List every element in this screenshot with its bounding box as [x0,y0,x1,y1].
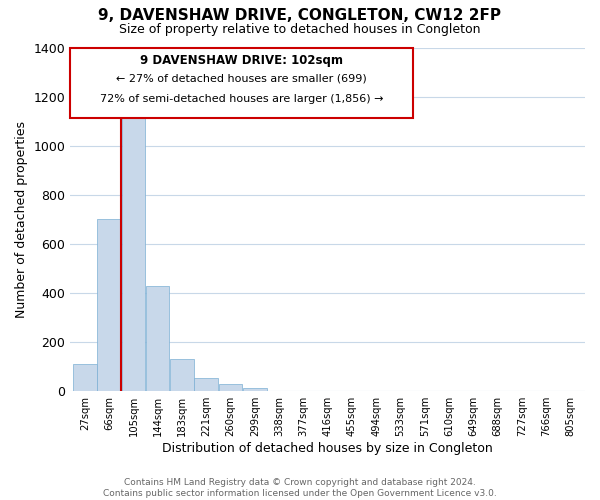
Text: 9, DAVENSHAW DRIVE, CONGLETON, CW12 2FP: 9, DAVENSHAW DRIVE, CONGLETON, CW12 2FP [98,8,502,22]
Bar [219,384,242,391]
Text: 9 DAVENSHAW DRIVE: 102sqm: 9 DAVENSHAW DRIVE: 102sqm [140,54,343,68]
Bar [97,220,121,391]
Y-axis label: Number of detached properties: Number of detached properties [15,121,28,318]
X-axis label: Distribution of detached houses by size in Congleton: Distribution of detached houses by size … [162,442,493,455]
Text: Size of property relative to detached houses in Congleton: Size of property relative to detached ho… [119,22,481,36]
FancyBboxPatch shape [70,48,413,118]
Text: Contains HM Land Registry data © Crown copyright and database right 2024.
Contai: Contains HM Land Registry data © Crown c… [103,478,497,498]
Bar [73,364,97,391]
Bar [122,116,145,391]
Text: ← 27% of detached houses are smaller (699): ← 27% of detached houses are smaller (69… [116,74,367,84]
Bar [194,378,218,391]
Bar [146,286,169,391]
Bar [170,360,194,391]
Bar [243,388,266,391]
Text: 72% of semi-detached houses are larger (1,856) →: 72% of semi-detached houses are larger (… [100,94,383,104]
